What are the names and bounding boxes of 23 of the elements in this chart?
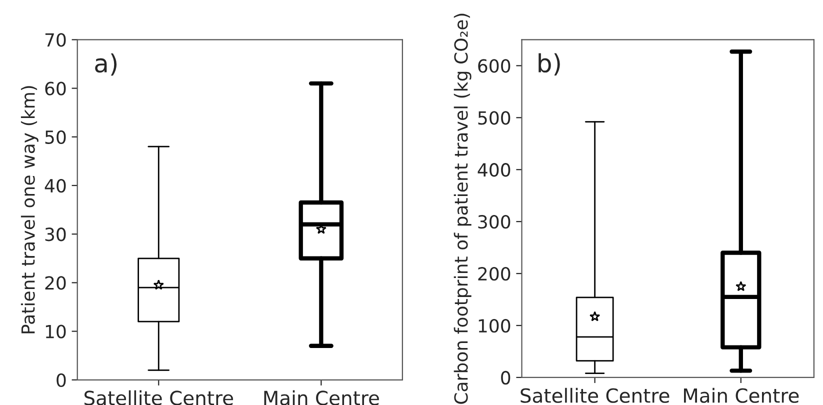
- y-tick-label: 70: [45, 33, 66, 47]
- y-axis-title: Carbon footprint of patient travel (kg CO₂e): [454, 14, 472, 404]
- y-tick-label: 600: [478, 59, 510, 73]
- annotation: a): [95, 53, 117, 76]
- y-tick-label: 300: [478, 215, 510, 229]
- y-tick-label: 20: [45, 276, 66, 290]
- x-tick-label: Main Centre: [684, 388, 799, 403]
- y-tick-label: 200: [478, 266, 510, 281]
- y-tick-label: 100: [478, 318, 510, 333]
- y-tick-label: 60: [45, 82, 66, 96]
- x-tick-label: Satellite Centre: [520, 388, 670, 403]
- y-tick-label: 10: [46, 324, 66, 338]
- y-tick-label: 0: [501, 370, 510, 385]
- y-tick-label: 50: [45, 130, 66, 144]
- y-axis-title: Patient travel one way (km): [20, 86, 38, 334]
- y-tick-label: 500: [478, 111, 510, 125]
- x-tick-label: Main Centre: [264, 390, 379, 405]
- annotation: b): [538, 53, 560, 76]
- y-tick-label: 400: [478, 163, 510, 177]
- y-tick-label: 30: [45, 228, 66, 242]
- y-tick-label: 0: [56, 373, 66, 388]
- x-tick-label: Satellite Centre: [84, 390, 234, 405]
- y-tick-label: 40: [44, 178, 66, 193]
